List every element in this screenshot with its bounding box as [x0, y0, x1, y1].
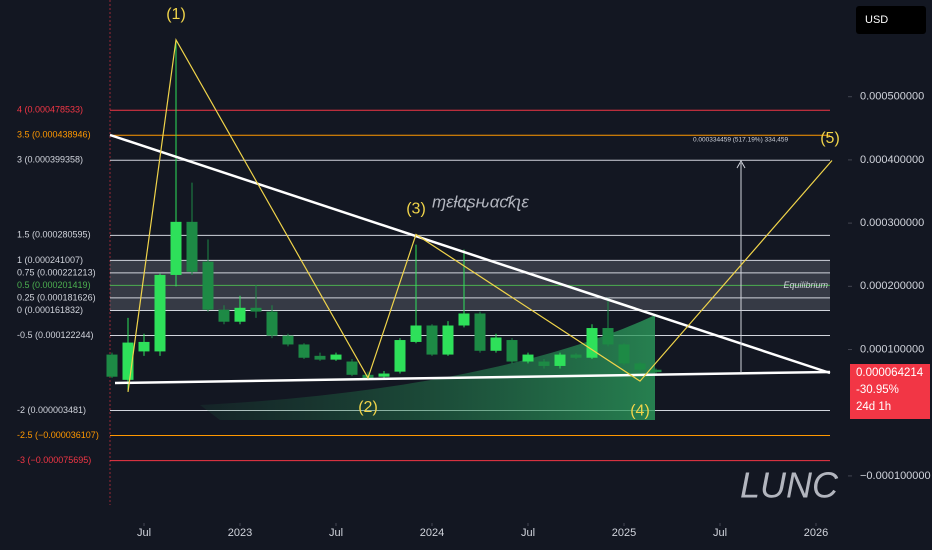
green-zone — [200, 315, 655, 420]
candle-body — [250, 307, 262, 312]
candle-body — [154, 274, 166, 352]
candle-body — [266, 311, 278, 336]
fib-label: -2.5 (−0.000036107) — [17, 430, 99, 440]
y-tick-label: 0.000500000 — [860, 91, 924, 103]
fib-label: 3 (0.000399358) — [17, 155, 83, 165]
fib-label: 0.25 (0.000181626) — [17, 292, 96, 302]
x-tick-label: 2025 — [612, 527, 636, 539]
fib-label: 1 (0.000241007) — [17, 255, 83, 265]
wave-label: (5) — [820, 130, 840, 147]
candle-body — [490, 337, 502, 351]
equilibrium-label: Equilibrium — [783, 280, 828, 290]
upper-trendline — [109, 133, 831, 375]
fib-label: 0.75 (0.000221213) — [17, 267, 96, 277]
y-tick-label: 0.000200000 — [860, 280, 924, 292]
wave-line — [127, 37, 833, 392]
candle-body — [570, 354, 582, 358]
candle-body — [378, 373, 390, 377]
measure-arrowhead — [736, 159, 746, 169]
fib-label: 0 (0.000161832) — [17, 305, 83, 315]
candle-body — [618, 344, 630, 364]
candle-body — [122, 342, 134, 380]
y-tick-label: 0.000100000 — [860, 343, 924, 355]
candle-body — [218, 309, 230, 322]
price-badge: 0.000064214 -30.95% 24d 1h — [850, 364, 930, 419]
candle-body — [650, 369, 662, 373]
candle-body — [426, 325, 438, 355]
fib-label: 4 (0.000478533) — [17, 105, 83, 115]
fib-label: 0.5 (0.000201419) — [17, 280, 91, 290]
candle-body — [314, 355, 326, 360]
candle-body — [202, 261, 214, 310]
candle-body — [234, 307, 246, 322]
x-tick-label: Jul — [713, 527, 727, 539]
currency-button[interactable] — [856, 6, 926, 34]
wave-label: (1) — [166, 6, 186, 23]
x-tick-label: 2024 — [420, 527, 444, 539]
x-tick-label: Jul — [521, 527, 535, 539]
y-tick-label: 0.000300000 — [860, 217, 924, 229]
badge-change: -30.95% — [856, 384, 899, 396]
candle-body — [538, 361, 550, 366]
symbol-watermark: LUNC — [740, 465, 839, 506]
fib-label: -0.5 (0.000122244) — [17, 330, 94, 340]
x-tick-label: 2026 — [804, 527, 828, 539]
candle-body — [394, 340, 406, 372]
candle-body — [330, 354, 342, 360]
candle-body — [298, 344, 310, 358]
candle-body — [474, 313, 486, 351]
y-tick-label: −0.000100000 — [860, 470, 931, 482]
fib-label: 3.5 (0.000438946) — [17, 130, 91, 140]
fib-label: 1.5 (0.000280595) — [17, 230, 91, 240]
badge-price: 0.000064214 — [856, 367, 924, 379]
wave-label: (4) — [630, 402, 650, 419]
candle-body — [170, 221, 182, 275]
y-tick-label: 0.000400000 — [860, 154, 924, 166]
lower-trendline — [114, 370, 831, 385]
candle-body — [410, 325, 422, 342]
watermark: ɱɛƚαʂԋαƈƙʅɛ — [432, 192, 529, 211]
fib-label: -3 (−0.000075695) — [17, 455, 91, 465]
wave-label: (3) — [406, 201, 426, 218]
measure-label: 0.000334459 (517.19%) 334,459 — [693, 137, 788, 144]
candle-body — [602, 328, 614, 345]
candle-body — [458, 313, 470, 326]
candles-layer — [106, 39, 662, 392]
candle-body — [106, 354, 118, 377]
candle-body — [138, 341, 150, 352]
x-tick-label: 2023 — [228, 527, 252, 539]
wave-label: (2) — [358, 399, 378, 416]
fib-label: -2 (0.000003481) — [17, 405, 86, 415]
candle-body — [282, 335, 294, 345]
currency-label[interactable]: USD — [865, 14, 888, 26]
candle-body — [522, 354, 534, 362]
candle-body — [634, 363, 646, 370]
background-layer: 4 (0.000478533) 3.5 (0.000438946) 3 (0.000… — [17, 105, 830, 465]
candle-body — [186, 221, 198, 272]
candle-body — [554, 354, 566, 366]
x-tick-label: Jul — [329, 527, 343, 539]
badge-bg — [850, 364, 930, 419]
x-tick-label: Jul — [137, 527, 151, 539]
candle-body — [346, 361, 358, 375]
candle-body — [506, 340, 518, 362]
badge-countdown: 24d 1h — [856, 401, 891, 413]
candle-body — [442, 325, 454, 355]
candle-body — [586, 328, 598, 358]
